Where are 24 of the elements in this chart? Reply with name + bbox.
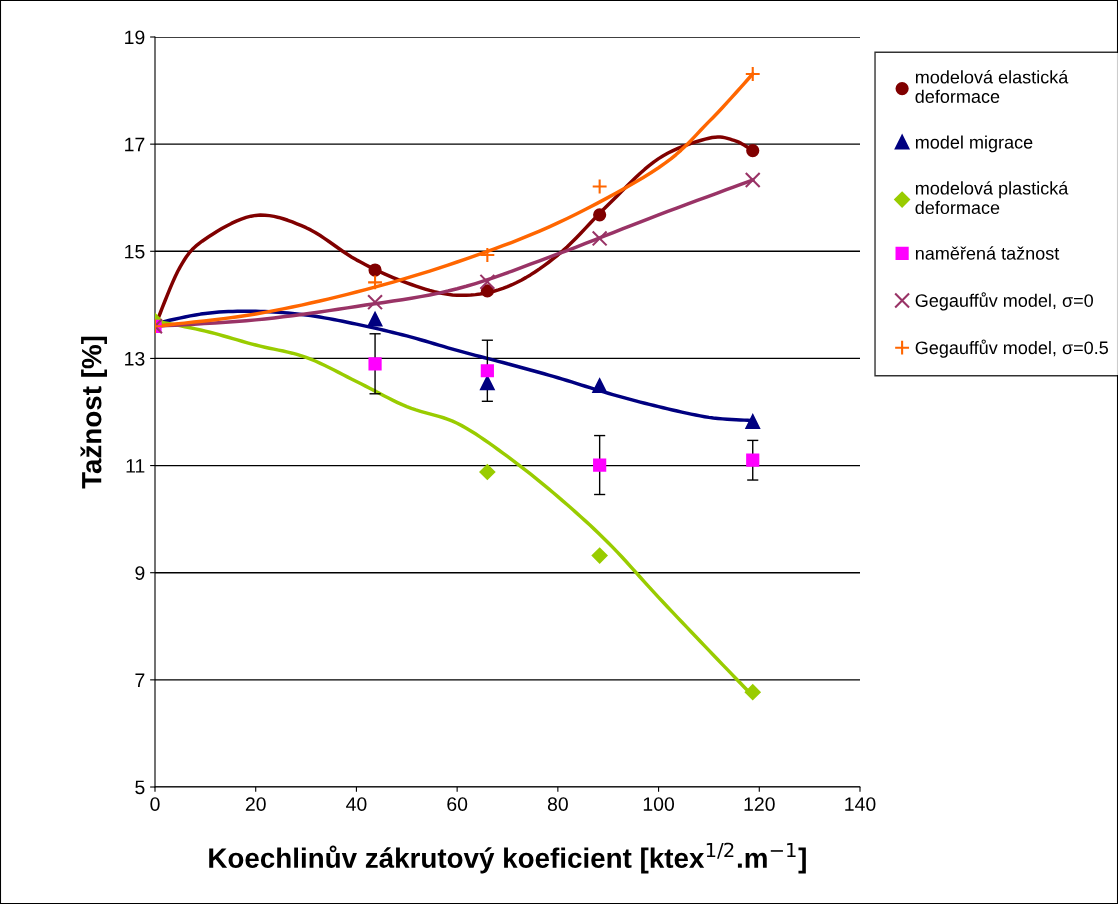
legend-label: model migrace [915,135,1033,153]
y-tick-label: 13 [125,351,145,366]
y-tick-label: 11 [126,459,145,473]
legend-label: modelová plastická deformace [915,181,1069,215]
legend-label: modelová elastická deformace [915,70,1069,103]
x-tick-label: 120 [744,797,775,811]
x-tick-label: 60 [447,797,468,811]
legend-label: Gegauffův model, σ=0 [915,292,1093,311]
x-tick-label: 0 [150,797,160,811]
x-tick-label: 20 [245,797,266,811]
x-axis-title: Koechlinův zákrutový koeficient [ktex$^{1/2}$.m$^{−1}$] [209,842,806,874]
y-tick-label: 17 [125,137,145,152]
x-tick-label: 140 [845,797,876,811]
y-tick-label: 9 [135,566,145,580]
x-tick-label: 40 [346,797,367,811]
x-tick-label: 80 [547,797,568,811]
y-tick-label: 5 [135,780,145,795]
legend-label: naměřená tažnost [915,246,1060,260]
y-tick-label: 7 [135,673,145,687]
y-axis-title: Tažnost [%] [80,336,107,489]
x-tick-label: 100 [643,797,675,811]
legend-label: Gegauffův model, σ=0.5 [915,339,1108,358]
y-tick-label: 15 [125,244,145,259]
y-tick-label: 19 [125,30,145,45]
